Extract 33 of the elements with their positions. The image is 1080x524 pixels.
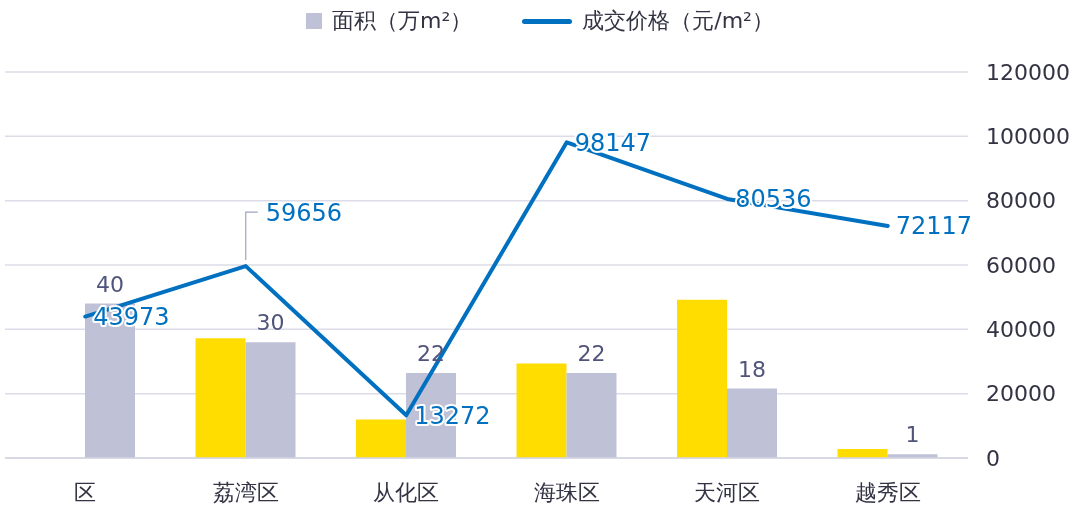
x-tick-label: 荔湾区 xyxy=(212,479,279,505)
bar xyxy=(677,299,727,458)
data-label: 59656 xyxy=(265,198,343,227)
data-label: 98147 xyxy=(574,128,652,157)
legend-label: 面积（万m²） xyxy=(332,7,473,35)
bar xyxy=(245,342,296,458)
y2-tick-label: 80000 xyxy=(986,188,1056,214)
y2-tick-label: 20000 xyxy=(986,381,1056,407)
data-label: 22 xyxy=(577,341,606,367)
bar xyxy=(566,373,617,458)
bar xyxy=(195,338,246,458)
data-label: 13272 xyxy=(414,401,491,430)
bar xyxy=(727,388,777,458)
data-label: 43973 xyxy=(93,302,170,331)
x-tick-label: 从化区 xyxy=(373,479,440,505)
bar xyxy=(356,419,406,458)
y2-tick-label: 120000 xyxy=(986,59,1070,85)
data-label: 40 xyxy=(96,271,124,297)
x-tick-label: 区 xyxy=(74,479,97,505)
y2-tick-label: 0 xyxy=(986,445,1000,471)
legend-label: 成交价格（元/m²） xyxy=(582,7,774,35)
data-label: 1 xyxy=(905,422,920,448)
data-label: 72117 xyxy=(895,212,973,241)
bar xyxy=(516,363,567,458)
x-tick-label: 海珠区 xyxy=(533,479,600,505)
y2-tick-label: 40000 xyxy=(986,317,1056,343)
data-label: 18 xyxy=(738,356,766,382)
x-tick-label: 天河区 xyxy=(694,479,761,505)
data-label: 30 xyxy=(256,310,285,336)
y2-tick-label: 60000 xyxy=(986,252,1056,278)
bar xyxy=(837,449,888,458)
y2-tick-label: 100000 xyxy=(986,124,1070,150)
x-tick-label: 越秀区 xyxy=(854,479,921,505)
